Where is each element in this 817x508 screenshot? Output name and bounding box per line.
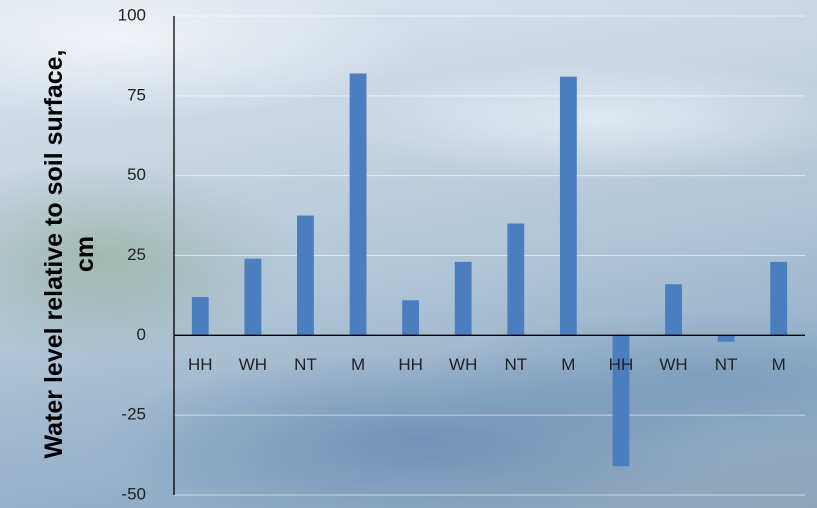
x-tick-label: M bbox=[351, 355, 365, 374]
bar bbox=[770, 261, 788, 336]
y-tick-label: -25 bbox=[121, 405, 146, 424]
x-tick-label: M bbox=[561, 355, 575, 374]
bar bbox=[665, 284, 682, 336]
bar bbox=[349, 73, 367, 336]
y-tick-label: 25 bbox=[127, 245, 146, 264]
x-tick-label: WH bbox=[659, 355, 687, 374]
x-tick-label: HH bbox=[398, 355, 423, 374]
x-tick-label: WH bbox=[239, 355, 267, 374]
x-tick-label: HH bbox=[188, 355, 213, 374]
bar bbox=[612, 335, 630, 467]
bar bbox=[717, 335, 735, 342]
y-axis-label: Water level relative to soil surface, cm bbox=[40, 49, 99, 459]
y-tick-label: 75 bbox=[127, 85, 146, 104]
bar bbox=[402, 300, 420, 336]
bar bbox=[559, 76, 577, 336]
bar bbox=[297, 215, 314, 336]
x-tick-label: NT bbox=[504, 355, 527, 374]
bar bbox=[507, 223, 525, 336]
bar bbox=[191, 297, 209, 336]
bar bbox=[244, 258, 262, 336]
x-tick-label: HH bbox=[609, 355, 634, 374]
y-tick-label: -50 bbox=[121, 484, 146, 503]
x-tick-label: NT bbox=[715, 355, 738, 374]
x-tick-label: M bbox=[772, 355, 786, 374]
y-tick-label: 50 bbox=[127, 165, 146, 184]
y-tick-label: 0 bbox=[137, 325, 146, 344]
y-tick-label: 100 bbox=[118, 5, 146, 24]
bar bbox=[454, 261, 472, 336]
x-tick-label: WH bbox=[449, 355, 477, 374]
x-tick-label: NT bbox=[294, 355, 317, 374]
